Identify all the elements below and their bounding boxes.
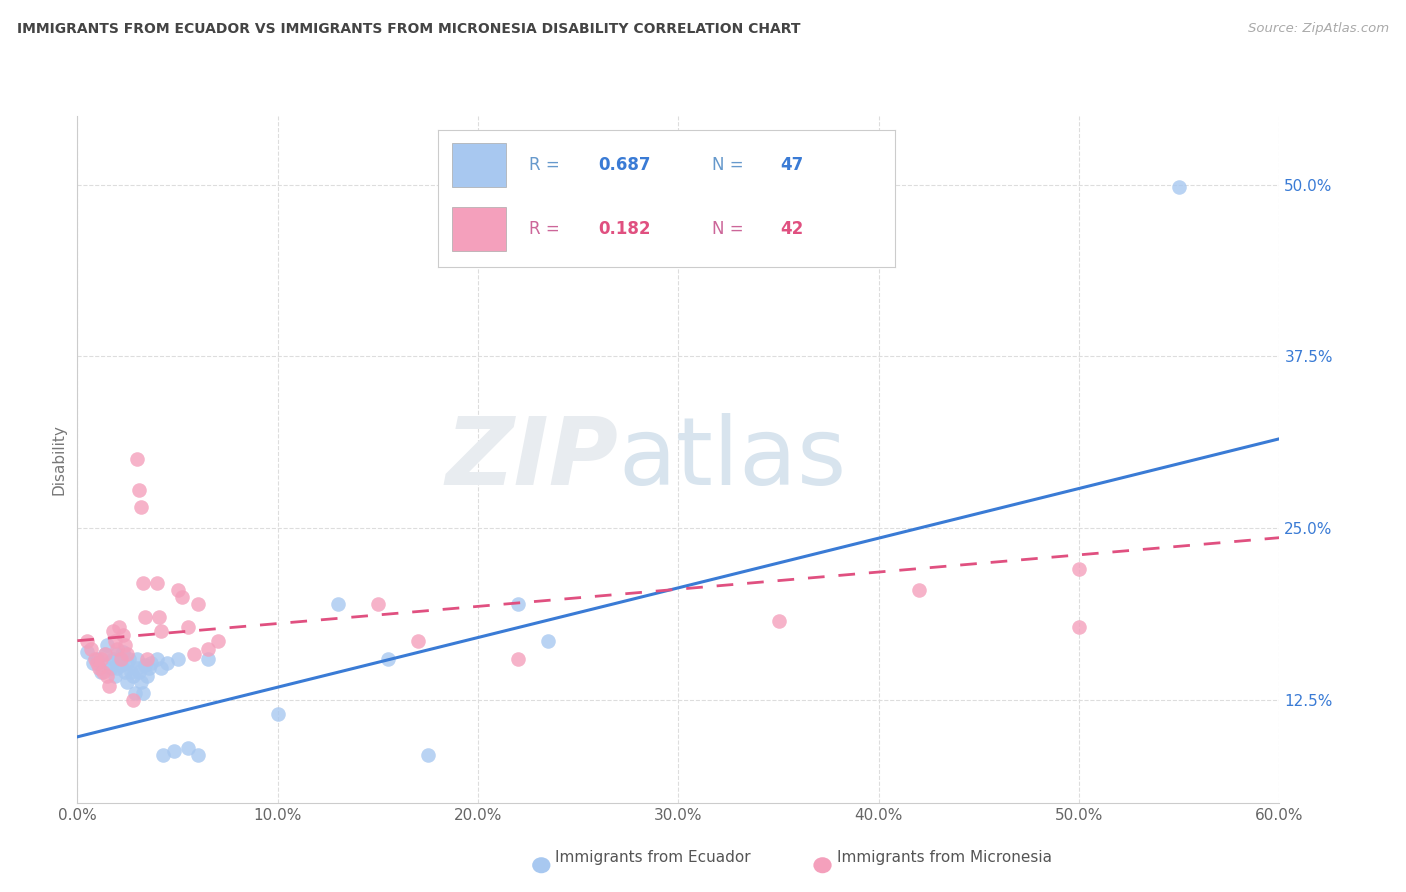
- Point: [131, 500, 153, 515]
- Point: [128, 483, 150, 497]
- Point: [96, 638, 118, 652]
- Point: [186, 597, 209, 611]
- Point: [508, 651, 530, 665]
- Point: [908, 582, 931, 597]
- Point: [98, 656, 121, 670]
- Point: [98, 679, 121, 693]
- Point: [148, 610, 170, 624]
- Point: [136, 651, 159, 665]
- Point: [162, 743, 184, 757]
- Point: [110, 658, 132, 673]
- Point: [197, 651, 219, 665]
- Point: [120, 665, 142, 680]
- Point: [112, 645, 135, 659]
- Point: [127, 661, 149, 675]
- Point: [76, 645, 98, 659]
- Point: [138, 661, 160, 675]
- Point: [768, 615, 790, 629]
- Point: [508, 597, 530, 611]
- Point: [117, 656, 139, 670]
- Point: [127, 651, 149, 665]
- Point: [166, 582, 188, 597]
- Point: [367, 597, 389, 611]
- Point: [1069, 620, 1091, 634]
- Point: [166, 651, 188, 665]
- Point: [186, 747, 209, 762]
- Point: [107, 648, 129, 662]
- Text: Immigrants from Ecuador: Immigrants from Ecuador: [555, 850, 751, 864]
- Point: [183, 648, 205, 662]
- Point: [117, 648, 139, 662]
- Point: [377, 651, 399, 665]
- Text: atlas: atlas: [619, 413, 846, 506]
- Point: [90, 665, 112, 680]
- Point: [152, 747, 174, 762]
- Text: Immigrants from Micronesia: Immigrants from Micronesia: [837, 850, 1052, 864]
- Point: [197, 642, 219, 657]
- Point: [134, 658, 156, 673]
- Point: [76, 633, 98, 648]
- Text: IMMIGRANTS FROM ECUADOR VS IMMIGRANTS FROM MICRONESIA DISABILITY CORRELATION CHA: IMMIGRANTS FROM ECUADOR VS IMMIGRANTS FR…: [17, 22, 800, 37]
- Point: [86, 651, 108, 665]
- Point: [93, 665, 115, 680]
- Point: [86, 656, 108, 670]
- Point: [406, 633, 429, 648]
- Point: [117, 674, 139, 689]
- Point: [90, 651, 112, 665]
- Point: [114, 638, 136, 652]
- Point: [207, 633, 229, 648]
- Point: [107, 642, 129, 657]
- Point: [267, 706, 290, 721]
- Point: [114, 665, 136, 680]
- Point: [104, 633, 127, 648]
- Point: [80, 642, 103, 657]
- Point: [107, 661, 129, 675]
- Point: [82, 656, 104, 670]
- Point: [132, 576, 155, 591]
- Point: [136, 669, 159, 683]
- Point: [326, 597, 349, 611]
- Point: [103, 651, 125, 665]
- Point: [108, 651, 131, 665]
- Point: [94, 648, 117, 662]
- Point: [94, 648, 117, 662]
- Point: [134, 610, 156, 624]
- Point: [103, 624, 125, 639]
- Point: [110, 651, 132, 665]
- Point: [176, 620, 198, 634]
- Point: [537, 633, 560, 648]
- Point: [132, 686, 155, 700]
- Point: [122, 669, 145, 683]
- Point: [108, 620, 131, 634]
- Point: [150, 624, 173, 639]
- Point: [416, 747, 439, 762]
- Point: [150, 661, 173, 675]
- Point: [128, 665, 150, 680]
- Point: [1069, 562, 1091, 576]
- Point: [131, 674, 153, 689]
- Point: [170, 590, 193, 604]
- Point: [1168, 180, 1191, 194]
- Text: ZIP: ZIP: [446, 413, 619, 506]
- Point: [176, 740, 198, 755]
- Point: [104, 669, 127, 683]
- Point: [100, 661, 122, 675]
- Point: [84, 651, 107, 665]
- Point: [146, 576, 169, 591]
- Point: [112, 628, 135, 642]
- Point: [122, 692, 145, 706]
- Point: [146, 651, 169, 665]
- Point: [141, 656, 163, 670]
- Point: [96, 669, 118, 683]
- Point: [118, 651, 141, 665]
- Point: [127, 452, 149, 467]
- Text: Source: ZipAtlas.com: Source: ZipAtlas.com: [1249, 22, 1389, 36]
- Point: [124, 686, 146, 700]
- Point: [89, 661, 111, 675]
- Y-axis label: Disability: Disability: [51, 424, 66, 495]
- Point: [156, 656, 179, 670]
